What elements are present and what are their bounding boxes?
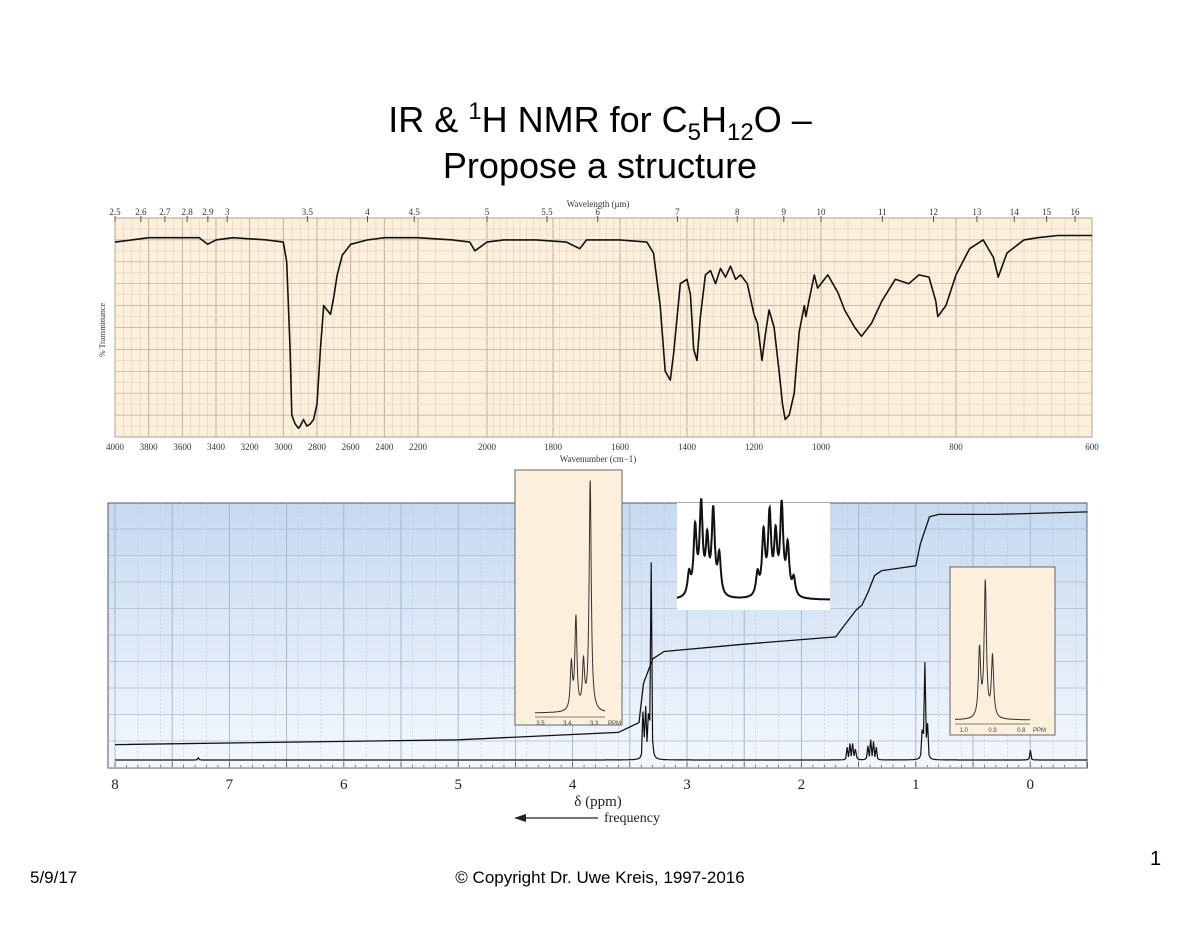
ir-x-tick-label: 1400 (678, 442, 697, 452)
title-text: H NMR for C (481, 99, 688, 140)
nmr-x-tick-label: 0 (1026, 777, 1034, 793)
ir-x-tick-label: 4000 (106, 442, 125, 452)
frequency-arrow-head-icon (514, 814, 526, 822)
inset-tick-label: PPM (1033, 728, 1046, 734)
title-subscript: 12 (727, 119, 754, 147)
ir-top-tick-label: 16 (1071, 207, 1081, 217)
ir-x-tick-label: 2800 (308, 442, 327, 452)
inset-spectrum-curve (535, 480, 606, 714)
ir-top-tick-label: 4.5 (409, 207, 421, 217)
ir-top-tick-label: 5 (485, 207, 490, 217)
ir-x-tick-label: 3400 (207, 442, 226, 452)
inset-box (949, 566, 1056, 736)
ir-x-tick-label: 1600 (611, 442, 630, 452)
ir-x-tick-label: 3600 (173, 442, 192, 452)
ir-top-tick-label: 13 (972, 207, 982, 217)
ir-top-tick-label: 11 (878, 207, 887, 217)
frequency-label: frequency (604, 811, 660, 826)
inset-tick-label: PPM (608, 721, 621, 727)
title-text: IR & (388, 99, 469, 140)
nmr-inset-methyl-triplet: 1.0 0.9 0.8 PPM (949, 566, 1056, 736)
ir-top-tick-label: 8 (735, 207, 740, 217)
title-text: O – (753, 99, 812, 140)
nmr-spectrum-curve (115, 562, 1088, 761)
title-text: H (701, 99, 727, 140)
copyright: © Copyright Dr. Uwe Kreis, 1997-2016 (455, 868, 745, 887)
ir-top-tick-label: 10 (817, 207, 827, 217)
nmr-x-tick-label: 3 (683, 777, 691, 793)
ir-y-axis-label: % Transmittance (98, 303, 107, 357)
inset-tick-label: 0.9 (988, 728, 997, 734)
ir-x-tick-label: 3200 (241, 442, 260, 452)
inset-tick-label: 1.0 (959, 728, 968, 734)
nmr-x-tick-label: 8 (111, 777, 119, 793)
inset-box (514, 469, 623, 726)
ir-top-tick-label: 12 (929, 207, 938, 217)
ir-x-tick-label: 3800 (140, 442, 159, 452)
nmr-x-tick-label: 1 (912, 777, 920, 793)
ir-top-tick-label: 3.5 (302, 207, 314, 217)
ir-x-axis-label: Wavenumber (cm−1) (560, 454, 637, 464)
ir-x-tick-label: 2000 (478, 442, 497, 452)
inset-tick-label: 3.4 (563, 721, 572, 727)
ir-x-tick-label: 1200 (745, 442, 764, 452)
ir-spectrum-chart: 4000 3800 3600 3400 3200 3000 2800 2600 2400 2200… (98, 199, 1099, 464)
nmr-x-tick-label: 7 (226, 777, 234, 793)
ir-grid (114, 217, 1093, 438)
nmr-x-tick-label: 4 (569, 777, 577, 793)
ir-x-tick-label: 2400 (375, 442, 394, 452)
nmr-x-tick-label: 2 (798, 777, 806, 793)
ir-x-tick-label: 1800 (544, 442, 563, 452)
ir-top-axis-label: Wavelength (μm) (567, 199, 630, 209)
nmr-inset-methoxy-methylene: 3.5 3.4 3.3 PPM (514, 469, 623, 727)
inset-spectrum-curve (676, 498, 830, 601)
title-superscript: 1 (468, 98, 482, 125)
ir-top-tick-label: 9 (782, 207, 787, 217)
inset-tick-label: 3.3 (590, 721, 599, 727)
ir-x-tick-label: 3000 (274, 442, 293, 452)
ir-top-tick-label: 4 (365, 207, 370, 217)
nmr-x-axis-label: δ (ppm) (574, 794, 621, 810)
inset-tick-label: 0.8 (1017, 728, 1026, 734)
ir-top-tick-label: 6 (595, 207, 600, 217)
inset-tick-label: 3.5 (536, 721, 545, 727)
ir-x-tick-label: 800 (949, 442, 963, 452)
ir-top-tick-label: 15 (1042, 207, 1052, 217)
nmr-integral-curve (114, 511, 1088, 746)
nmr-x-tick-label: 6 (340, 777, 348, 793)
ir-top-tick-label: 2.6 (135, 207, 147, 217)
ir-transmittance-curve (114, 234, 1092, 429)
title-subscript: 5 (687, 119, 701, 147)
slide-title-line-1: IR & 1H NMR for C5H12O – (0, 92, 1200, 153)
ir-top-tick-label: 3 (225, 207, 230, 217)
ir-top-tick-label: 14 (1010, 207, 1020, 217)
ir-top-tick-label: 5.5 (541, 207, 553, 217)
ir-top-tick-label: 2.9 (202, 207, 214, 217)
ir-x-tick-label: 1000 (812, 442, 831, 452)
ir-x-tick-label: 600 (1085, 442, 1099, 452)
slide-title-line-2: Propose a structure (442, 145, 758, 186)
ir-x-tick-label: 2200 (409, 442, 428, 452)
ir-top-tick-label: 7 (675, 207, 680, 217)
ir-x-tick-label: 2600 (342, 442, 361, 452)
nmr-inset-methylene-multiplets (676, 498, 830, 610)
ir-top-tick-label: 2.8 (182, 207, 194, 217)
slide-date: 5/9/17 (30, 868, 78, 887)
ir-top-tick-label: 2.7 (159, 207, 171, 217)
page-number: 1 (1150, 848, 1162, 870)
nmr-x-tick-label: 5 (454, 777, 462, 793)
ir-top-tick-label: 2.5 (109, 207, 121, 217)
inset-spectrum-curve (955, 579, 1031, 721)
